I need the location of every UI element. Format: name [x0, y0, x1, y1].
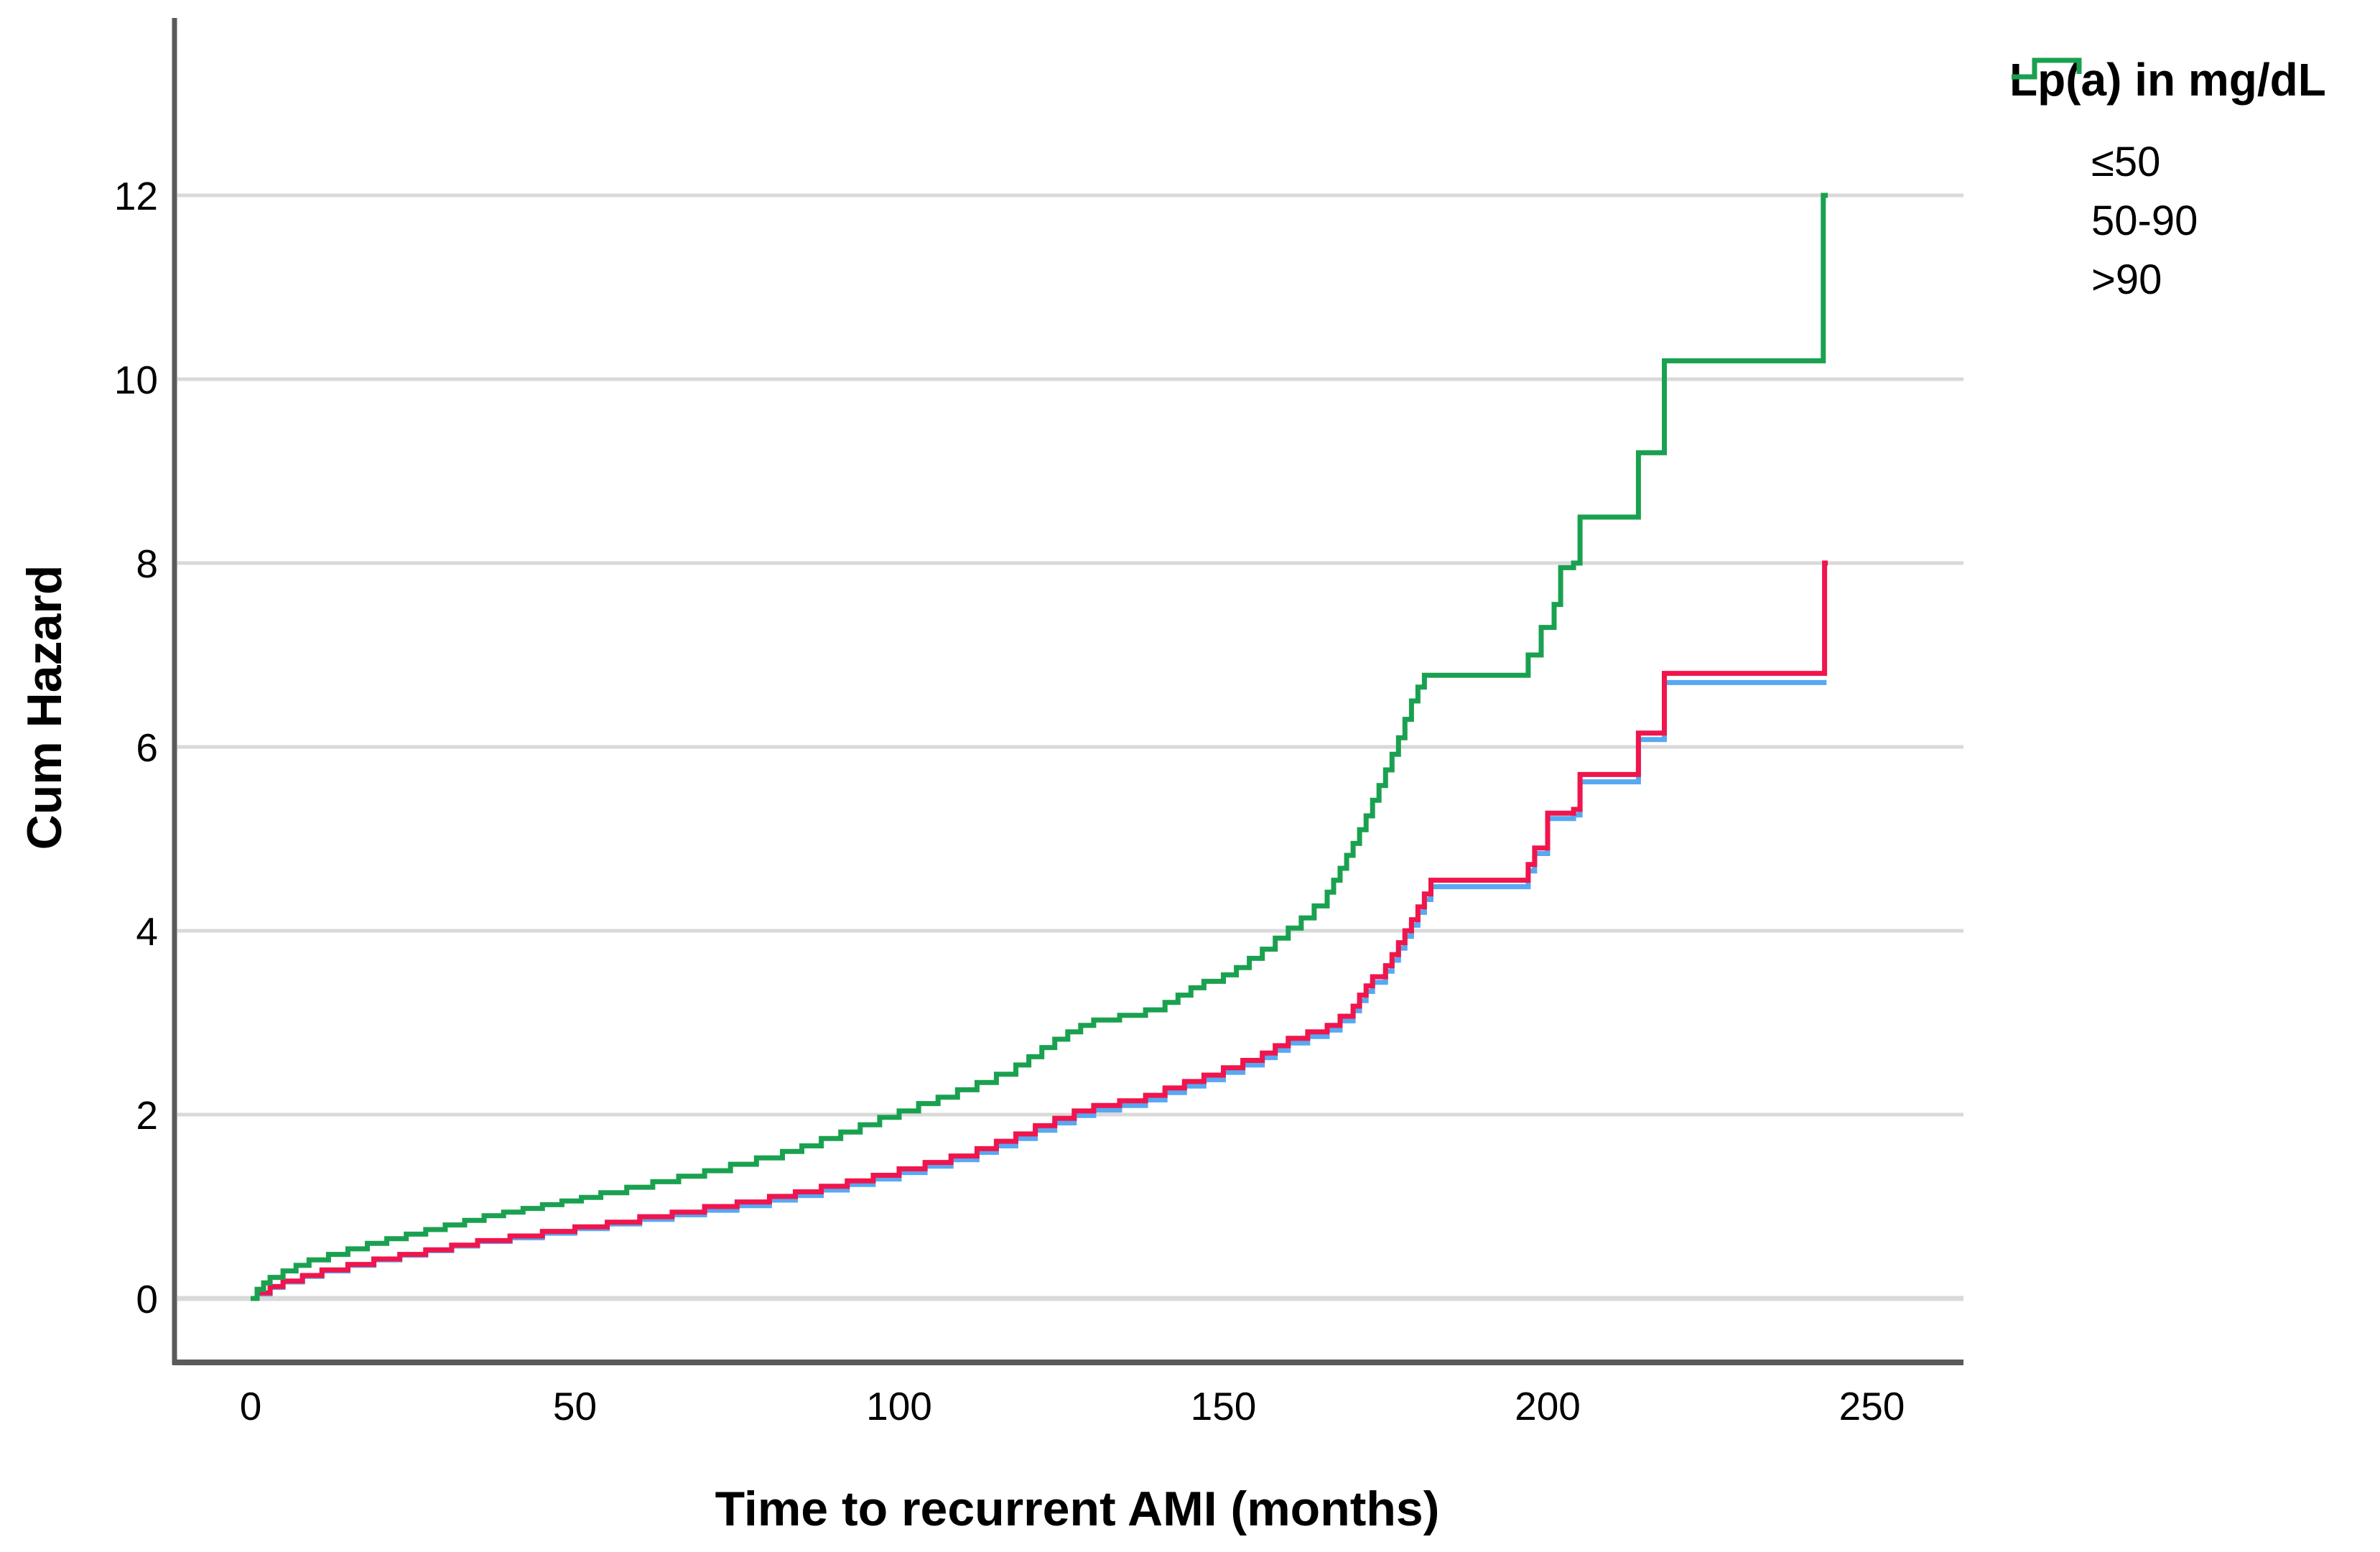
y-axis-title: Cum Hazard [17, 564, 72, 850]
x-tick-label-0: 0 [240, 1384, 262, 1428]
y-tick-label-0: 0 [136, 1277, 158, 1321]
y-tick-labels: 0 2 4 6 8 10 12 [114, 174, 158, 1321]
legend-item-50-90: 50-90 [2012, 57, 2354, 250]
legend: Lp(a) in mg/dL ≤50 50-90 >90 [2009, 53, 2354, 309]
y-tick-label-10: 10 [114, 358, 158, 402]
y-tick-label-6: 6 [136, 725, 158, 770]
x-tick-label-50: 50 [553, 1384, 597, 1428]
legend-item-label: ≤50 [2091, 138, 2161, 185]
legend-swatch-step-icon [2012, 57, 2082, 80]
y-tick-label-12: 12 [114, 174, 158, 218]
legend-items: ≤50 50-90 >90 [2009, 57, 2354, 309]
series-line-50-90 [251, 560, 1828, 1301]
x-tick-label-250: 250 [1839, 1384, 1905, 1428]
legend-item-label: 50-90 [2091, 197, 2198, 244]
legend-item-le50: ≤50 [2012, 57, 2354, 191]
x-tick-labels: 0 50 100 150 200 250 [240, 1384, 1905, 1428]
legend-item-label: >90 [2091, 256, 2162, 303]
gridlines [177, 193, 1963, 1301]
y-tick-label-8: 8 [136, 542, 158, 586]
x-tick-label-200: 200 [1515, 1384, 1581, 1428]
x-tick-label-100: 100 [866, 1384, 932, 1428]
x-axis-title: Time to recurrent AMI (months) [715, 1482, 1440, 1536]
legend-item-gt90: >90 [2012, 57, 2354, 309]
y-tick-label-4: 4 [136, 909, 158, 954]
y-tick-label-2: 2 [136, 1093, 158, 1138]
series-line-gt90 [251, 192, 1828, 1301]
x-tick-label-150: 150 [1191, 1384, 1257, 1428]
